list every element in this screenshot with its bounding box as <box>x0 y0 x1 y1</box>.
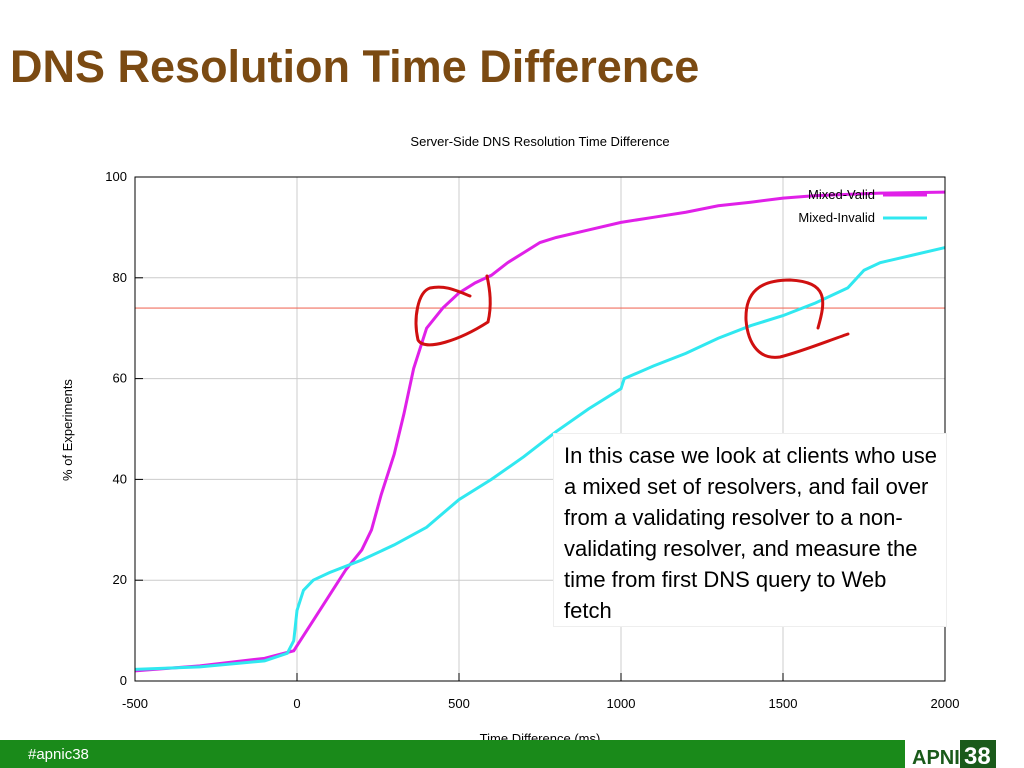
y-tick-label: 100 <box>105 169 127 184</box>
x-tick-label: 1000 <box>607 696 636 711</box>
x-tick-label: 2000 <box>931 696 960 711</box>
hand-annotations <box>414 274 850 359</box>
slide-title: DNS Resolution Time Difference <box>10 41 699 92</box>
chart-title: Server-Side DNS Resolution Time Differen… <box>410 134 669 149</box>
logo: APNIC <box>912 747 974 768</box>
circle-annotation <box>414 274 492 347</box>
x-tick-label: -500 <box>122 696 148 711</box>
footer-bar <box>0 740 1024 768</box>
legend-label: Mixed-Valid <box>808 187 875 202</box>
legend-label: Mixed-Invalid <box>798 210 875 225</box>
circle-annotation <box>744 278 850 359</box>
logo-box <box>960 740 996 768</box>
y-tick-label: 0 <box>120 673 127 688</box>
note-box: In this case we look at clients who use … <box>553 433 947 627</box>
logo-number: 38 <box>964 743 991 768</box>
y-tick-label: 40 <box>113 471 127 486</box>
series-line <box>134 246 946 671</box>
footer-hashtag: #apnic38 <box>28 746 89 763</box>
y-tick-label: 80 <box>113 270 127 285</box>
y-tick-label: 60 <box>113 371 127 386</box>
x-tick-label: 500 <box>448 696 470 711</box>
x-tick-label: 0 <box>293 696 300 711</box>
x-tick-label: 1500 <box>769 696 798 711</box>
plot-frame <box>134 176 946 682</box>
y-tick-label: 20 <box>113 572 127 587</box>
y-axis-label: % of Experiments <box>60 379 75 481</box>
